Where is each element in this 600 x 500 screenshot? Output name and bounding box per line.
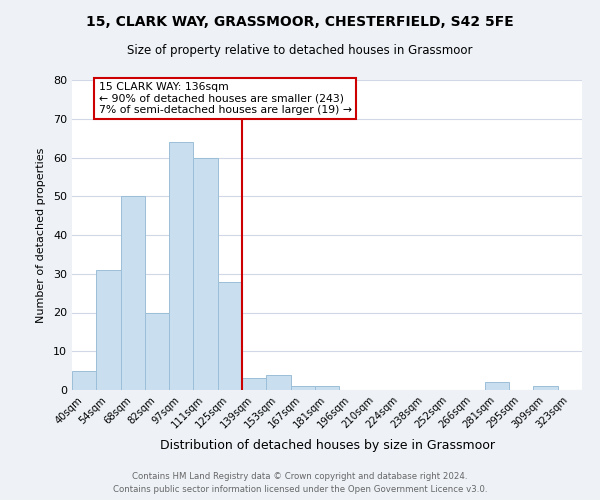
Bar	[266, 374, 290, 390]
Bar	[145, 312, 169, 390]
Bar	[96, 270, 121, 390]
Bar	[485, 382, 509, 390]
Text: Size of property relative to detached houses in Grassmoor: Size of property relative to detached ho…	[127, 44, 473, 57]
Y-axis label: Number of detached properties: Number of detached properties	[36, 148, 46, 322]
Bar	[290, 386, 315, 390]
Bar	[533, 386, 558, 390]
X-axis label: Distribution of detached houses by size in Grassmoor: Distribution of detached houses by size …	[160, 439, 494, 452]
Bar	[218, 282, 242, 390]
Bar	[242, 378, 266, 390]
Bar	[193, 158, 218, 390]
Bar	[169, 142, 193, 390]
Bar	[121, 196, 145, 390]
Text: Contains HM Land Registry data © Crown copyright and database right 2024.: Contains HM Land Registry data © Crown c…	[132, 472, 468, 481]
Text: 15, CLARK WAY, GRASSMOOR, CHESTERFIELD, S42 5FE: 15, CLARK WAY, GRASSMOOR, CHESTERFIELD, …	[86, 15, 514, 29]
Text: Contains public sector information licensed under the Open Government Licence v3: Contains public sector information licen…	[113, 485, 487, 494]
Bar	[72, 370, 96, 390]
Text: 15 CLARK WAY: 136sqm
← 90% of detached houses are smaller (243)
7% of semi-detac: 15 CLARK WAY: 136sqm ← 90% of detached h…	[99, 82, 352, 115]
Bar	[315, 386, 339, 390]
